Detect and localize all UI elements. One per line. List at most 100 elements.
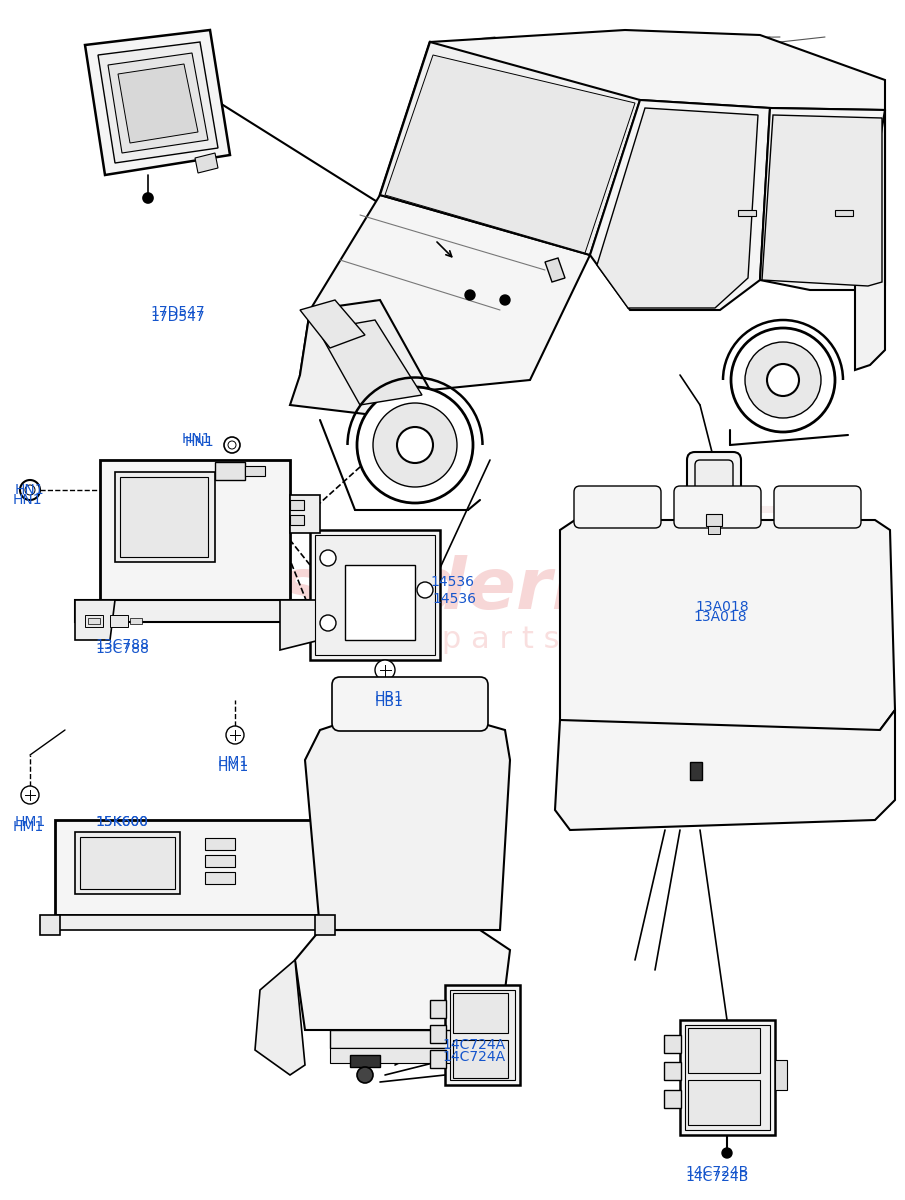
Polygon shape xyxy=(597,108,758,308)
Text: 13C788: 13C788 xyxy=(95,638,149,652)
Polygon shape xyxy=(295,930,510,1030)
Bar xyxy=(215,462,245,480)
Bar xyxy=(430,1000,446,1018)
Text: 14C724A: 14C724A xyxy=(442,1038,505,1052)
Text: 15K600: 15K600 xyxy=(95,815,148,829)
Circle shape xyxy=(357,1067,373,1082)
Text: c a r   p a r t s: c a r p a r t s xyxy=(345,625,559,654)
Bar xyxy=(55,914,320,930)
Bar xyxy=(245,466,265,476)
Polygon shape xyxy=(75,600,115,640)
Polygon shape xyxy=(855,110,885,370)
FancyBboxPatch shape xyxy=(687,452,741,523)
Circle shape xyxy=(767,364,799,396)
Bar xyxy=(445,985,520,1085)
Bar xyxy=(775,1060,787,1090)
Text: scuderia: scuderia xyxy=(279,556,625,624)
Polygon shape xyxy=(255,960,305,1075)
Bar xyxy=(688,1028,760,1073)
Text: ⛿: ⛿ xyxy=(742,499,817,620)
Polygon shape xyxy=(590,100,770,310)
Polygon shape xyxy=(545,258,565,282)
Bar xyxy=(453,1040,508,1078)
Circle shape xyxy=(417,582,433,598)
Text: 13A018: 13A018 xyxy=(695,600,748,614)
Text: HM1: HM1 xyxy=(13,820,44,834)
Bar xyxy=(75,600,320,622)
Bar xyxy=(430,1050,446,1068)
Bar xyxy=(40,914,60,935)
Circle shape xyxy=(21,786,39,804)
Bar xyxy=(690,762,702,780)
Polygon shape xyxy=(430,30,885,110)
Bar xyxy=(205,838,235,850)
Text: 14C724A: 14C724A xyxy=(442,1050,505,1064)
Bar xyxy=(290,515,304,526)
Circle shape xyxy=(375,660,395,680)
Bar xyxy=(205,854,235,866)
Polygon shape xyxy=(560,520,895,740)
Text: HN1: HN1 xyxy=(182,432,212,446)
Text: HM1: HM1 xyxy=(15,815,46,829)
FancyBboxPatch shape xyxy=(774,486,861,528)
Circle shape xyxy=(500,295,510,305)
Polygon shape xyxy=(118,64,198,143)
Polygon shape xyxy=(195,152,218,173)
Bar xyxy=(738,210,756,216)
Bar xyxy=(310,530,440,660)
Polygon shape xyxy=(300,300,365,348)
Text: 14C724B: 14C724B xyxy=(685,1170,748,1184)
FancyBboxPatch shape xyxy=(674,486,761,528)
Bar xyxy=(330,1030,470,1048)
Circle shape xyxy=(722,1148,732,1158)
Bar xyxy=(680,1020,775,1135)
Bar xyxy=(290,494,320,533)
Text: 15K600: 15K600 xyxy=(95,815,148,829)
Bar xyxy=(85,614,103,626)
Bar xyxy=(75,832,180,894)
Text: HB1: HB1 xyxy=(375,695,404,709)
Bar xyxy=(708,526,720,534)
Bar xyxy=(88,618,100,624)
Polygon shape xyxy=(290,300,430,420)
Bar xyxy=(664,1090,681,1108)
Bar xyxy=(430,1025,446,1043)
Bar xyxy=(315,535,435,655)
Text: HN1: HN1 xyxy=(185,434,214,449)
Bar xyxy=(330,1048,470,1063)
Bar xyxy=(315,914,335,935)
Bar xyxy=(450,990,515,1080)
Bar xyxy=(100,460,290,605)
Circle shape xyxy=(745,342,821,418)
Polygon shape xyxy=(380,42,640,254)
Bar xyxy=(706,514,722,526)
Text: HN1: HN1 xyxy=(15,482,44,497)
Text: 13C788: 13C788 xyxy=(95,642,149,656)
Bar xyxy=(664,1062,681,1080)
Circle shape xyxy=(143,193,153,203)
Polygon shape xyxy=(760,108,885,290)
Text: HM1: HM1 xyxy=(218,760,249,774)
Polygon shape xyxy=(318,320,422,404)
Circle shape xyxy=(320,614,336,631)
Text: 14C724B: 14C724B xyxy=(685,1165,748,1178)
Bar xyxy=(130,618,142,624)
Circle shape xyxy=(228,440,236,449)
Text: HM1: HM1 xyxy=(218,755,249,769)
Circle shape xyxy=(25,485,35,494)
Bar xyxy=(664,1034,681,1054)
Bar xyxy=(835,210,853,216)
Polygon shape xyxy=(280,600,320,650)
Bar xyxy=(685,1025,770,1130)
Polygon shape xyxy=(300,194,590,390)
Bar xyxy=(110,614,128,626)
Polygon shape xyxy=(305,720,510,930)
Circle shape xyxy=(397,427,433,463)
Polygon shape xyxy=(108,53,208,152)
Polygon shape xyxy=(385,55,635,253)
Bar xyxy=(205,872,235,884)
Bar xyxy=(80,838,175,889)
Bar xyxy=(345,565,415,640)
Bar xyxy=(120,476,208,557)
Bar xyxy=(115,472,215,562)
